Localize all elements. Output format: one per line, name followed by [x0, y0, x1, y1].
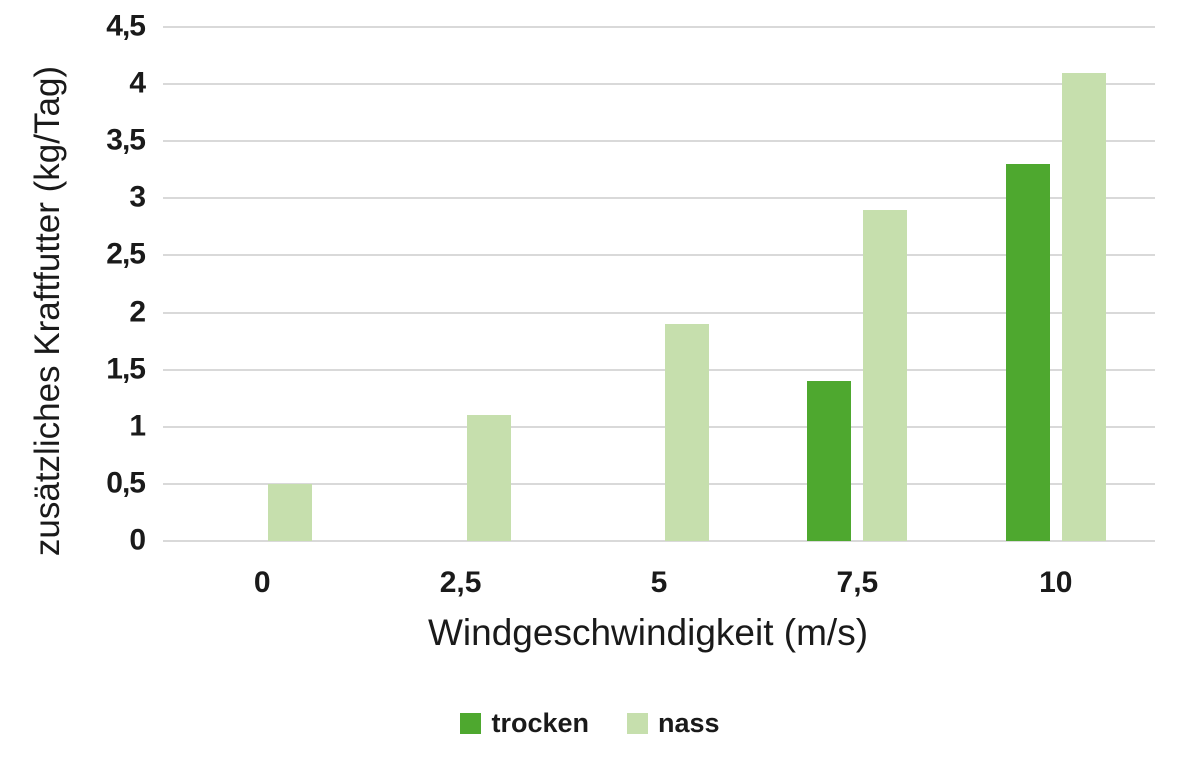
- y-tick-label-3: 3: [129, 180, 146, 214]
- y-tick-label-4,5: 4,5: [106, 9, 146, 43]
- gridline-4: [163, 83, 1155, 86]
- gridline-1,5: [163, 368, 1155, 371]
- y-tick-label-1,5: 1,5: [106, 351, 146, 385]
- y-tick-label-4: 4: [129, 66, 146, 100]
- gridline-3,5: [163, 140, 1155, 143]
- legend-item-nass: nass: [627, 708, 720, 739]
- y-tick-label-0,5: 0,5: [106, 466, 146, 500]
- x-tick-label-2,5: 2,5: [439, 566, 482, 599]
- legend-swatch-nass: [627, 713, 648, 734]
- x-axis-title: Windgeschwindigkeit (m/s): [427, 612, 869, 653]
- x-tick-label-0: 0: [253, 566, 271, 599]
- plot-area: [163, 26, 1155, 542]
- gridline-0,5: [163, 482, 1155, 485]
- y-tick-label-3,5: 3,5: [106, 123, 146, 157]
- x-tick-label-5: 5: [650, 566, 668, 599]
- gridline-4,5: [163, 26, 1155, 28]
- y-tick-label-1: 1: [129, 409, 146, 443]
- bar-trocken-7,5: [807, 381, 852, 541]
- gridline-0: [163, 540, 1155, 542]
- bar-nass-5: [665, 323, 709, 541]
- gridline-2: [163, 311, 1155, 314]
- gridline-1: [163, 425, 1155, 428]
- y-tick-label-2: 2: [129, 294, 146, 328]
- bar-nass-10: [1061, 72, 1106, 541]
- x-tick-label-7,5: 7,5: [836, 566, 879, 599]
- legend-swatch-trocken: [460, 713, 482, 734]
- y-tick-label-0: 0: [129, 523, 146, 557]
- bar-nass-0: [268, 483, 313, 541]
- legend-item-trocken: trocken: [460, 708, 589, 739]
- x-tick-label-10: 10: [1039, 566, 1073, 599]
- bar-trocken-10: [1005, 164, 1050, 541]
- legend-label-nass: nass: [658, 708, 720, 738]
- bar-nass-2,5: [466, 415, 511, 541]
- gridline-3: [163, 197, 1155, 200]
- legend: trocken nass: [0, 708, 1180, 739]
- legend-label-trocken: trocken: [491, 708, 589, 738]
- y-tick-label-2,5: 2,5: [106, 237, 146, 271]
- bar-nass-7,5: [863, 209, 908, 541]
- gridline-2,5: [163, 254, 1155, 257]
